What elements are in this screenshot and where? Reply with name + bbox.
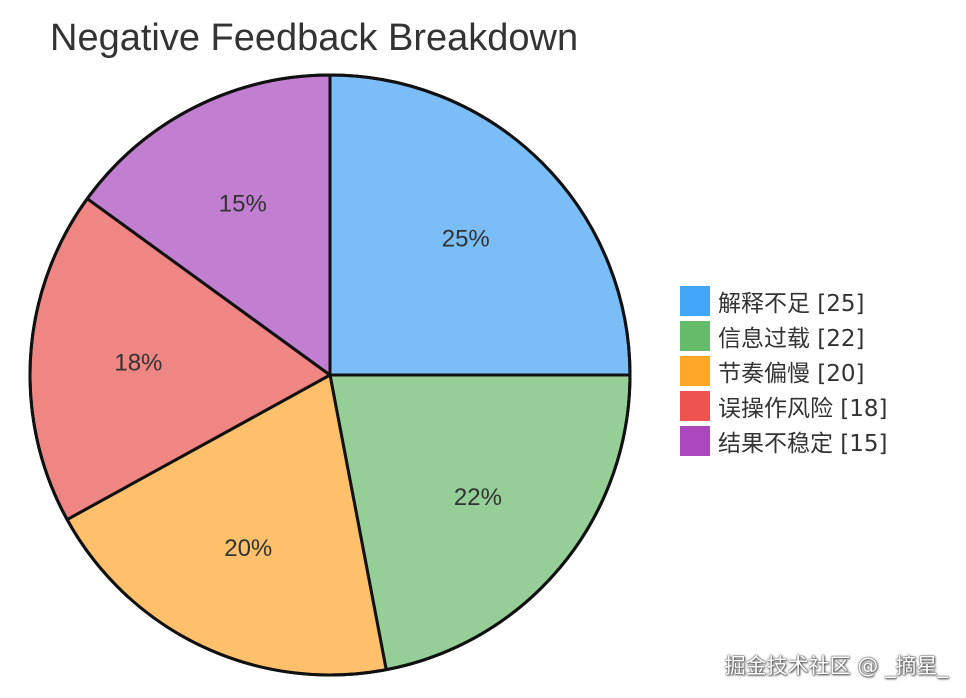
slice-percent-label-5: 15% [219,190,267,217]
legend-swatch [680,355,710,386]
pie-chart: 25% 22% 20% 18% 15% [28,73,632,677]
legend-swatch [680,425,710,456]
legend-label: 误操作风险 [18] [718,395,888,422]
legend-swatch [680,390,710,421]
legend: 解释不足 [25] 信息过载 [22] 节奏偏慢 [20] 误操作风险 [18] 结果不… [680,283,888,458]
legend-label: 解释不足 [25] [718,290,865,317]
legend-item-4: 误操作风险 [18] [680,388,888,423]
slice-percent-label-4: 18% [114,349,162,376]
legend-swatch [680,320,710,351]
watermark: 掘金技术社区 @ _摘星_ [724,654,948,678]
legend-item-1: 解释不足 [25] [680,283,888,318]
legend-item-2: 信息过载 [22] [680,318,888,353]
slice-percent-label-2: 22% [454,484,502,511]
legend-item-5: 结果不稳定 [15] [680,423,888,458]
legend-label: 信息过载 [22] [718,325,865,352]
slice-percent-label-1: 25% [442,226,490,253]
slice-percent-label-3: 20% [224,535,272,562]
legend-label: 结果不稳定 [15] [718,430,888,457]
chart-title: Negative Feedback Breakdown [50,17,579,59]
legend-label: 节奏偏慢 [20] [718,360,865,387]
legend-swatch [680,285,710,316]
legend-item-3: 节奏偏慢 [20] [680,353,888,388]
pie-outline [28,73,632,677]
